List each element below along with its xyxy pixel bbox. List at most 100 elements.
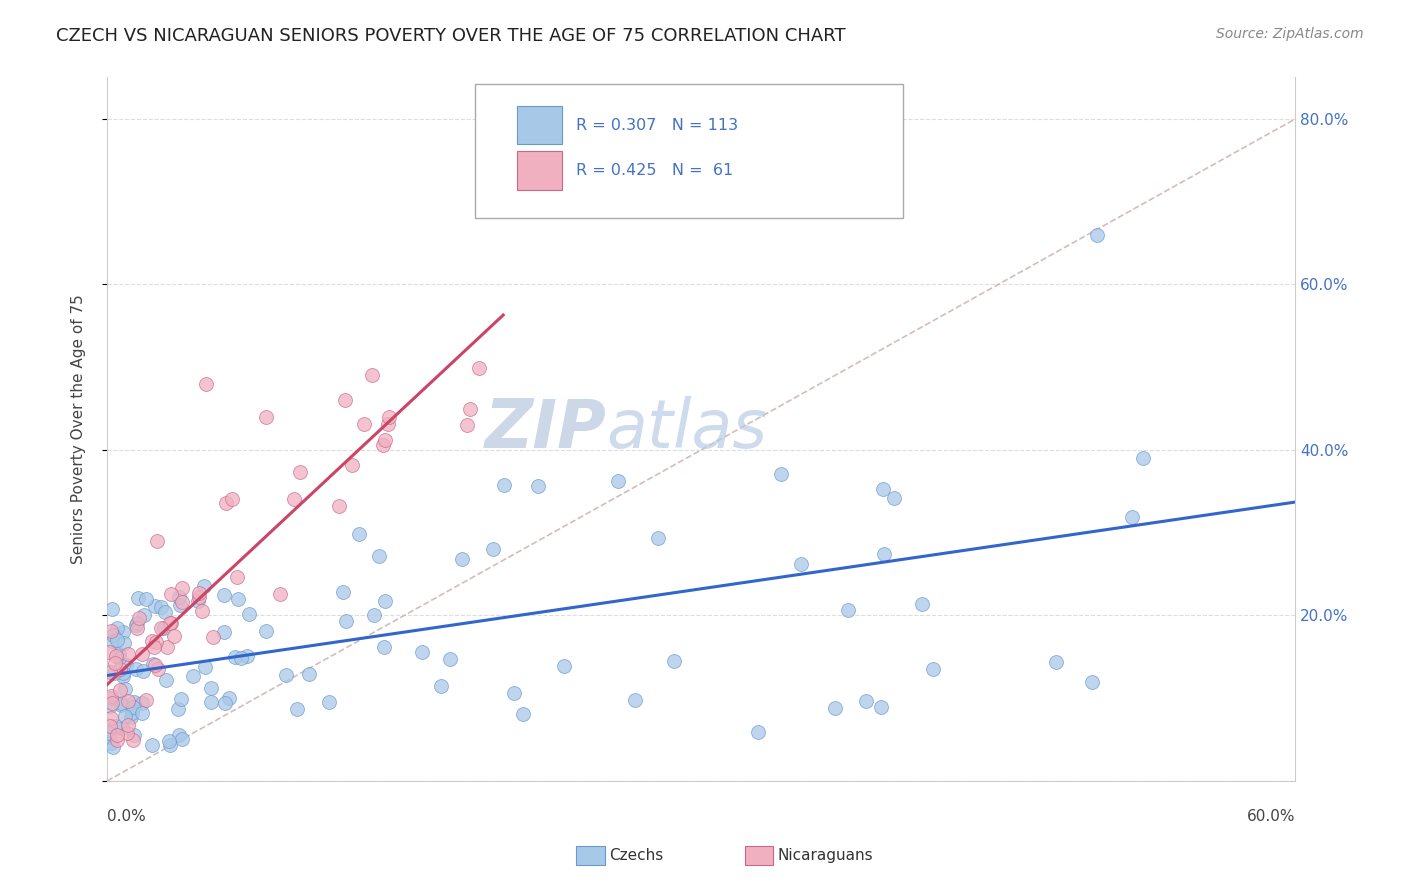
Point: [911, 597, 934, 611]
Point: [103, 740, 125, 755]
Point: [1121, 510, 1143, 524]
Point: [122, 732, 145, 747]
Point: [328, 500, 350, 514]
Point: [105, 621, 128, 635]
Point: [200, 681, 222, 695]
Point: [146, 662, 169, 676]
Point: [254, 409, 277, 424]
Point: [214, 496, 236, 510]
Point: [135, 693, 157, 707]
Point: [167, 590, 190, 604]
Point: [624, 693, 647, 707]
Point: [98, 665, 121, 679]
Point: [103, 656, 125, 670]
Point: [170, 732, 193, 747]
Point: [883, 491, 905, 505]
Point: [790, 558, 813, 572]
Point: [105, 732, 128, 747]
Point: [236, 648, 259, 663]
Point: [430, 679, 453, 693]
Point: [159, 616, 181, 631]
Point: [482, 542, 505, 557]
FancyBboxPatch shape: [475, 85, 903, 219]
Point: [159, 615, 181, 630]
Text: atlas: atlas: [606, 396, 768, 462]
Point: [125, 663, 148, 677]
Point: [156, 640, 179, 654]
Point: [374, 433, 396, 447]
Text: R = 0.425   N =  61: R = 0.425 N = 61: [576, 163, 734, 178]
Point: [128, 611, 150, 625]
Point: [150, 599, 173, 614]
Point: [1081, 675, 1104, 690]
Point: [150, 621, 173, 635]
Point: [285, 702, 308, 716]
Point: [101, 602, 124, 616]
Text: ZIP: ZIP: [484, 396, 606, 462]
Point: [439, 651, 461, 665]
Point: [110, 698, 132, 713]
Point: [187, 594, 209, 608]
Point: [288, 465, 311, 479]
Point: [318, 696, 340, 710]
Point: [188, 590, 211, 604]
Point: [105, 648, 128, 663]
Point: [112, 636, 135, 650]
Y-axis label: Seniors Poverty Over the Age of 75: Seniors Poverty Over the Age of 75: [72, 294, 86, 564]
Point: [411, 644, 433, 658]
Point: [159, 738, 181, 752]
Point: [371, 438, 394, 452]
Point: [122, 700, 145, 714]
Point: [110, 696, 132, 710]
Point: [872, 483, 894, 497]
Point: [163, 629, 186, 643]
Point: [100, 710, 122, 724]
Point: [451, 552, 474, 566]
Point: [125, 618, 148, 632]
Point: [212, 625, 235, 640]
Point: [100, 624, 122, 638]
Point: [492, 477, 515, 491]
Point: [112, 669, 135, 683]
Point: [100, 689, 122, 703]
Point: [631, 194, 654, 209]
Point: [105, 633, 128, 648]
Point: [855, 693, 877, 707]
Point: [456, 418, 478, 433]
Point: [124, 695, 146, 709]
Point: [226, 570, 249, 584]
Point: [100, 719, 122, 733]
Point: [112, 666, 135, 681]
Point: [135, 591, 157, 606]
Point: [458, 401, 481, 416]
Point: [124, 728, 146, 742]
Point: [143, 658, 166, 673]
Point: [922, 662, 945, 676]
Point: [115, 657, 138, 672]
Point: [837, 602, 859, 616]
Point: [221, 491, 243, 506]
Text: Nicaraguans: Nicaraguans: [778, 848, 873, 863]
Point: [169, 599, 191, 613]
Point: [155, 605, 177, 619]
Point: [125, 621, 148, 635]
Point: [662, 654, 685, 668]
Point: [100, 736, 122, 750]
Point: [188, 585, 211, 599]
Point: [117, 718, 139, 732]
Point: [100, 691, 122, 706]
Point: [111, 722, 134, 736]
Point: [121, 706, 143, 720]
Point: [353, 417, 375, 432]
Point: [201, 630, 224, 644]
Point: [117, 647, 139, 661]
Point: [108, 662, 131, 676]
FancyBboxPatch shape: [517, 105, 562, 145]
Point: [191, 604, 214, 618]
Point: [160, 587, 183, 601]
Point: [131, 697, 153, 711]
Point: [143, 599, 166, 613]
Point: [274, 668, 297, 682]
Point: [127, 591, 149, 606]
Point: [108, 651, 131, 665]
